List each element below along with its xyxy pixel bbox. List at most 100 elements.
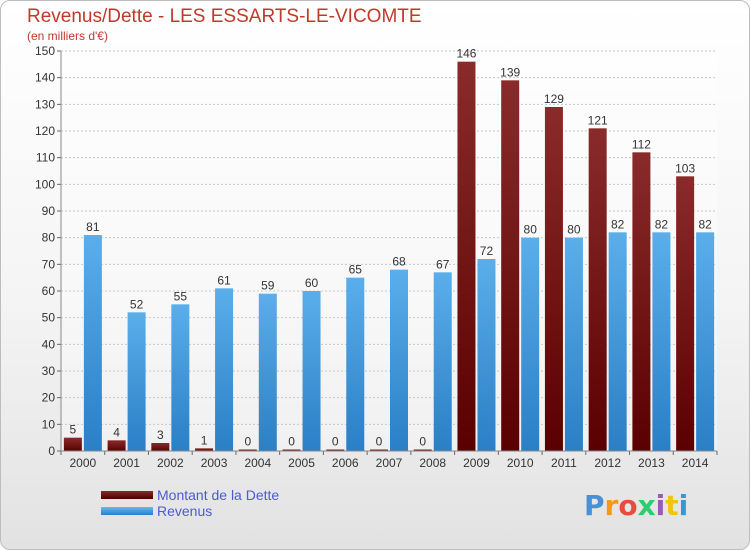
data-label-revenus-2010: 80 [524,223,538,237]
data-label-dette-2011: 129 [544,92,564,106]
x-tick-label: 2000 [70,456,97,470]
bar-revenus-2011 [564,237,583,451]
y-tick-label: 0 [48,444,55,458]
bar-revenus-2000 [83,235,102,451]
data-label-dette-2012: 121 [588,113,608,127]
data-label-revenus-2013: 82 [655,217,669,231]
grid [61,50,717,452]
data-label-dette-2000: 5 [70,423,77,437]
x-tick-label: 2004 [244,456,271,470]
bar-dette-2013 [632,152,651,452]
y-tick-label: 130 [35,97,55,111]
bar-dette-2014 [676,176,695,452]
bar-revenus-2010 [521,237,540,451]
chart-subtitle: (en milliers d'€) [27,29,108,43]
bar-revenus-2005 [302,291,321,451]
data-label-dette-2004: 0 [244,435,251,449]
x-tick-label: 2009 [463,456,490,470]
bar-revenus-2006 [346,277,365,451]
logo-letter: i [655,489,666,522]
data-label-dette-2014: 103 [675,161,695,175]
data-label-revenus-2012: 82 [611,217,625,231]
data-label-dette-2006: 0 [332,435,339,449]
data-label-revenus-2014: 82 [698,217,712,231]
y-tick-label: 70 [42,257,56,271]
legend-label-revenus: Revenus [157,503,213,519]
data-label-dette-2003: 1 [201,433,208,447]
data-label-dette-2005: 0 [288,435,295,449]
bars: 5 81 4 52 3 55 1 61 0 59 0 60 0 65 0 68 0 67 146 72 139 80 129… [63,47,715,452]
bar-dette-2006 [326,449,345,451]
x-tick-label: 2002 [157,456,184,470]
data-label-revenus-2002: 55 [174,289,188,303]
logo-letter: o [618,489,638,522]
bar-revenus-2014 [696,232,715,451]
proxiti-logo: Proxiti [584,489,688,522]
legend-label-dette: Montant de la Dette [157,487,280,503]
x-tick-label: 2008 [419,456,446,470]
data-label-dette-2001: 4 [113,425,120,439]
bar-dette-2008 [413,449,432,451]
y-tick-label: 10 [42,417,56,431]
bar-revenus-2009 [477,259,496,451]
data-label-dette-2008: 0 [419,435,426,449]
bar-revenus-2004 [258,293,277,451]
data-label-revenus-2009: 72 [480,244,494,258]
y-tick-label: 20 [42,391,56,405]
data-label-dette-2013: 112 [632,137,651,151]
chart-title: Revenus/Dette - LES ESSARTS-LE-VICOMTE [27,6,422,27]
logo-letter: r [604,489,619,522]
bar-revenus-2007 [390,269,408,451]
data-label-revenus-2005: 60 [305,276,319,290]
bar-dette-2005 [282,449,301,451]
bar-dette-2004 [238,449,257,451]
bar-dette-2009 [457,61,476,452]
legend-swatch-dette [101,491,153,499]
x-tick-label: 2010 [507,456,534,470]
bar-dette-2002 [151,443,170,451]
x-tick-label: 2001 [113,456,140,470]
x-tick-label: 2003 [201,456,228,470]
bar-dette-2011 [544,107,563,451]
bar-revenus-2012 [608,232,627,451]
y-tick-label: 30 [42,364,56,378]
bar-dette-2000 [63,437,82,451]
bar-dette-2003 [195,448,214,451]
y-axis: 0 10 20 30 40 50 60 70 80 90 100 110 120 130 140 150 [35,44,62,458]
y-tick-label: 140 [35,71,55,85]
y-tick-label: 120 [35,124,55,138]
y-tick-label: 60 [42,284,56,298]
logo-letter: x [637,489,656,522]
x-tick-label: 2013 [638,456,665,470]
data-label-dette-2007: 0 [376,435,383,449]
data-label-revenus-2006: 65 [349,263,363,277]
bar-revenus-2008 [433,272,452,451]
bar-dette-2010 [501,80,520,451]
data-label-revenus-2001: 52 [130,297,144,311]
data-label-dette-2009: 146 [456,47,476,61]
y-tick-label: 110 [36,151,55,165]
x-tick-label: 2007 [376,456,403,470]
y-tick-label: 40 [42,337,56,351]
bar-dette-2007 [370,449,388,451]
bar-revenus-2002 [171,304,190,451]
data-label-revenus-2004: 59 [261,279,275,293]
data-label-revenus-2000: 81 [86,220,100,234]
logo-letter: P [584,489,605,522]
data-label-revenus-2003: 61 [217,273,231,287]
legend-swatch-revenus [101,507,153,515]
y-tick-label: 150 [35,44,55,58]
data-label-revenus-2008: 67 [436,257,450,271]
logo-letter: i [678,489,689,522]
bar-revenus-2013 [652,232,671,451]
x-tick-label: 2005 [288,456,315,470]
bar-revenus-2001 [127,312,146,451]
data-label-dette-2010: 139 [500,65,520,79]
plot-area [61,51,717,451]
bar-dette-2001 [107,440,126,451]
y-tick-label: 80 [42,231,56,245]
data-label-revenus-2007: 68 [392,255,406,269]
data-label-revenus-2011: 80 [567,223,581,237]
